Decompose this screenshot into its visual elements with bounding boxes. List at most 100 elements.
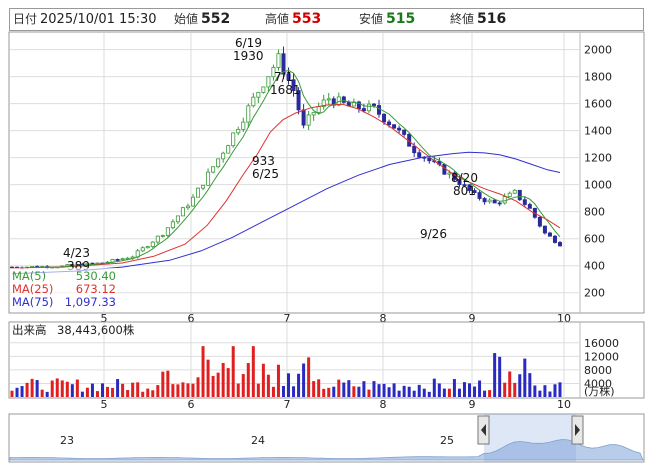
candle-body	[351, 101, 356, 107]
volume-bar	[422, 388, 426, 397]
open-label: 始値	[174, 12, 199, 26]
volume-bar	[488, 390, 492, 397]
volume-bar	[80, 391, 84, 397]
navigator-label-25: 25	[440, 434, 454, 447]
volume-bar	[352, 386, 356, 397]
volume-bar	[518, 374, 522, 397]
volume-bar	[151, 390, 155, 397]
low-label: 安値	[359, 12, 384, 26]
volume-bar	[553, 384, 557, 397]
chevron-right-icon	[575, 424, 580, 436]
navigator-left-handle[interactable]	[477, 415, 490, 445]
candle-body	[462, 184, 467, 187]
volume-bar	[473, 386, 477, 397]
volume-bar	[171, 384, 175, 397]
volume-y-tick: 12000	[584, 350, 619, 363]
ohlc-header: 日付 2025/10/01 15:30 始値 552 高値 553 安値 515…	[9, 8, 644, 31]
volume-bar	[387, 387, 391, 397]
candle-body	[547, 232, 552, 237]
volume-bar	[231, 346, 235, 397]
datetime-value: 2025/10/01 15:30	[40, 12, 157, 27]
candle-body	[221, 152, 226, 160]
candle-body	[497, 202, 502, 205]
candle-body	[397, 127, 402, 131]
volume-bar	[322, 388, 326, 397]
candle-body	[366, 103, 371, 112]
volume-bar	[337, 379, 341, 397]
volume-bar	[402, 385, 406, 397]
volume-bar	[503, 382, 507, 397]
candle-body	[251, 96, 256, 107]
chevron-left-icon	[481, 424, 486, 436]
candle-body	[246, 105, 251, 123]
candle-body	[170, 221, 175, 229]
volume-bar	[100, 383, 104, 397]
volume-x-tick: 9	[469, 398, 476, 411]
volume-x-tick: 7	[284, 398, 291, 411]
candle-body	[180, 207, 185, 217]
ma25-line	[11, 103, 561, 269]
candle-body	[201, 184, 206, 189]
price-y-tick: 1800	[584, 71, 612, 84]
volume-bar	[221, 363, 225, 397]
volume-bar	[226, 368, 230, 397]
candle-body	[412, 145, 417, 154]
candle-body	[150, 241, 155, 247]
candle-body	[341, 96, 346, 103]
annotation-value-0829: 801	[453, 184, 476, 198]
volume-bar	[327, 387, 331, 397]
candle-body	[140, 247, 145, 252]
candle-body	[447, 172, 452, 175]
volume-bar	[246, 363, 250, 397]
volume-bar	[372, 381, 376, 397]
navigator-right-handle[interactable]	[571, 415, 584, 445]
candle-body	[316, 106, 321, 113]
candle-body	[65, 264, 70, 267]
price-y-tick: 1000	[584, 179, 612, 192]
price-panel-frame	[8, 31, 645, 314]
volume-bar	[50, 380, 54, 397]
candle-body	[392, 124, 397, 129]
volume-bar	[528, 373, 532, 397]
volume-bar	[417, 384, 421, 397]
volume-bar	[156, 385, 160, 397]
volume-x-tick: 5	[101, 398, 108, 411]
candle-body	[145, 246, 150, 249]
volume-bar	[287, 373, 291, 397]
ma-legend: MA(5) 530.40 MA(25) 673.12 MA(75) 1,097.…	[10, 268, 118, 310]
candle-body	[427, 157, 432, 162]
volume-bar	[558, 382, 562, 397]
volume-bar	[302, 363, 306, 397]
price-x-tick: 7	[284, 312, 291, 325]
candle-body	[552, 235, 557, 243]
volume-bar	[166, 370, 170, 397]
candle-body	[206, 171, 211, 186]
candle-body	[507, 192, 512, 198]
volume-grid	[10, 323, 580, 398]
navigator-selection[interactable]	[484, 414, 576, 462]
navigator-area	[9, 439, 644, 461]
candle-body	[211, 166, 216, 173]
volume-bar	[30, 378, 34, 397]
volume-bar	[407, 386, 411, 397]
volume-bar	[136, 382, 140, 397]
candle-body	[472, 190, 477, 193]
volume-bar	[523, 358, 527, 397]
volume-bar	[533, 385, 537, 397]
volume-bar	[55, 378, 59, 397]
volume-bar	[121, 383, 125, 397]
candle-body	[276, 53, 281, 68]
volume-y-tick: 16000	[584, 337, 619, 350]
candle-body	[115, 259, 120, 261]
candle-body	[120, 258, 125, 261]
volume-bar	[342, 382, 346, 397]
price-y-tick: 800	[584, 206, 605, 219]
volume-x-tick: 8	[380, 398, 387, 411]
price-y-tick: 200	[584, 287, 605, 300]
candle-body	[537, 216, 542, 227]
volume-label: 出来高	[12, 323, 47, 337]
volume-bar	[196, 377, 200, 397]
annotation-date-0423: 4/23	[63, 246, 90, 260]
